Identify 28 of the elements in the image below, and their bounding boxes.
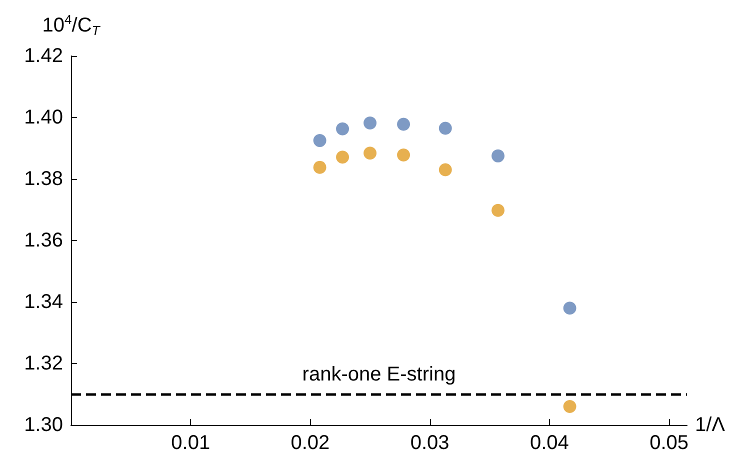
point — [364, 116, 377, 130]
ref-line-label: rank-one E-string — [302, 363, 456, 386]
point — [364, 146, 377, 160]
x-tick-label: 0.03 — [410, 432, 450, 454]
point — [492, 149, 505, 162]
point — [397, 148, 410, 162]
y-tick-label: 1.42 — [24, 45, 63, 67]
x-tick-label: 0.04 — [530, 432, 569, 454]
x-tick-label: 0.02 — [290, 432, 330, 454]
y-tick-label: 1.32 — [24, 352, 63, 374]
point — [492, 204, 505, 217]
y-tick-label: 1.40 — [24, 106, 63, 128]
point — [313, 160, 326, 174]
point — [563, 400, 576, 414]
y-tick-label: 1.38 — [24, 168, 63, 190]
point — [438, 163, 452, 176]
x-tick-label: 0.05 — [650, 432, 689, 454]
point — [397, 118, 410, 131]
point — [313, 134, 326, 148]
y-tick-label: 1.36 — [24, 230, 63, 252]
point — [563, 302, 576, 315]
y-tick-label: 1.30 — [24, 414, 63, 436]
point — [336, 122, 350, 136]
y-tick-label: 1.34 — [24, 291, 63, 313]
point — [336, 150, 350, 164]
x-tick-label: 0.01 — [171, 432, 210, 454]
x-axis-title: 1/Λ — [695, 414, 726, 436]
point — [438, 122, 452, 135]
